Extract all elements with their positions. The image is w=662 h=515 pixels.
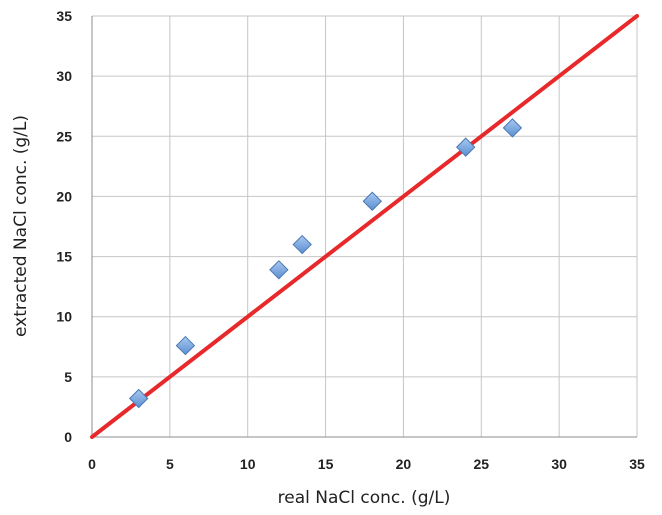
data-point <box>292 234 312 255</box>
x-axis-title: real NaCl conc. (g/L) <box>278 488 451 508</box>
grid <box>92 15 638 437</box>
y-tick-label: 10 <box>56 309 72 325</box>
x-tick-label: 15 <box>318 456 334 472</box>
reference-line <box>90 14 639 439</box>
x-tick-labels: 0 5 10 15 20 25 30 35 <box>88 456 645 472</box>
data-point <box>175 335 196 356</box>
y-tick-labels: 0 5 10 15 20 25 30 35 <box>56 8 72 445</box>
data-point <box>502 118 523 138</box>
y-axis-title: extracted NaCl conc. (g/L) <box>11 115 31 337</box>
y-tick-label: 25 <box>56 128 72 144</box>
data-point <box>269 260 289 280</box>
y-tick-label: 5 <box>64 369 72 385</box>
x-tick-label: 20 <box>396 456 412 472</box>
y-tick-label: 20 <box>56 188 72 204</box>
reference-line-layer <box>90 14 639 439</box>
data-points <box>129 118 523 409</box>
y-tick-label: 0 <box>64 429 72 445</box>
data-point <box>129 388 149 409</box>
x-tick-label: 35 <box>629 456 645 472</box>
x-tick-label: 25 <box>473 456 489 472</box>
data-point <box>362 191 382 211</box>
x-tick-label: 10 <box>240 456 256 472</box>
axes <box>91 16 637 438</box>
x-tick-label: 30 <box>551 456 567 472</box>
data-point <box>456 137 476 157</box>
y-tick-label: 35 <box>56 8 72 24</box>
y-tick-label: 15 <box>56 249 72 265</box>
x-tick-label: 5 <box>166 456 174 472</box>
x-tick-label: 0 <box>88 456 96 472</box>
y-tick-label: 30 <box>56 68 72 84</box>
